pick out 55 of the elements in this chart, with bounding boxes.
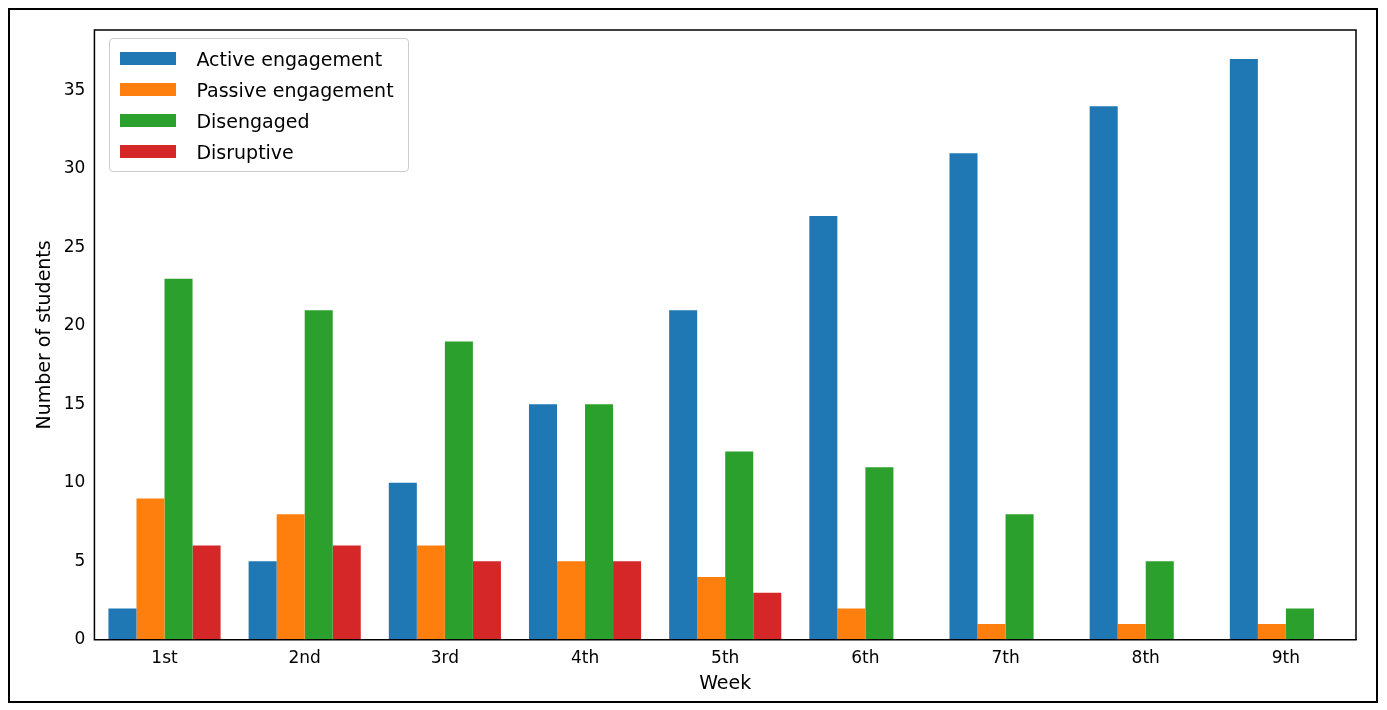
bar — [528, 404, 558, 640]
y-tick-label: 5 — [74, 549, 86, 570]
bar — [416, 545, 445, 640]
bar — [1257, 624, 1286, 640]
bar — [613, 561, 642, 640]
y-tick-label: 15 — [63, 392, 86, 413]
legend-label: Disruptive — [196, 140, 294, 163]
bar — [1005, 514, 1034, 640]
legend-label: Active engagement — [196, 47, 383, 70]
y-tick-label: 30 — [63, 157, 86, 178]
bar — [753, 592, 782, 640]
bar — [1229, 59, 1258, 640]
x-tick-label: 7th — [991, 647, 1020, 668]
bar — [332, 545, 361, 640]
bar — [1145, 561, 1174, 640]
legend-label: Passive engagement — [196, 78, 394, 101]
bar — [697, 577, 726, 640]
bar — [977, 624, 1006, 640]
bar — [248, 561, 277, 640]
x-tick-label: 8th — [1131, 647, 1160, 668]
bar — [388, 482, 417, 640]
bar — [1285, 608, 1314, 640]
bar — [192, 545, 221, 640]
bar — [164, 278, 193, 640]
x-tick-label: 2nd — [288, 647, 321, 668]
y-tick-label: 35 — [63, 78, 86, 99]
bar — [809, 216, 838, 640]
x-tick-label: 1st — [151, 647, 179, 668]
bar — [1089, 106, 1118, 640]
bar — [865, 467, 894, 640]
y-tick-label: 25 — [63, 235, 86, 256]
bar — [1117, 624, 1146, 640]
bar — [136, 498, 165, 640]
x-tick-label: 4th — [570, 647, 600, 668]
y-tick-label: 0 — [74, 628, 86, 649]
y-axis-title: Number of students — [32, 240, 55, 430]
bar — [444, 341, 473, 640]
bar — [276, 514, 305, 640]
x-tick-label: 9th — [1271, 647, 1301, 668]
bar — [585, 404, 614, 640]
bar — [472, 561, 501, 640]
x-tick-label: 3rd — [430, 647, 460, 668]
x-axis-title: Week — [699, 670, 752, 693]
bar — [949, 153, 978, 640]
legend-label: Disengaged — [196, 109, 310, 132]
x-tick-label: 6th — [851, 647, 880, 668]
y-tick-label: 10 — [63, 471, 86, 492]
bar — [304, 310, 333, 640]
bar — [108, 608, 137, 640]
x-tick-label: 5th — [711, 647, 740, 668]
y-tick-label: 20 — [63, 314, 86, 335]
bar — [725, 451, 754, 640]
bar — [557, 561, 586, 640]
bar — [837, 608, 866, 640]
bar — [669, 310, 698, 640]
